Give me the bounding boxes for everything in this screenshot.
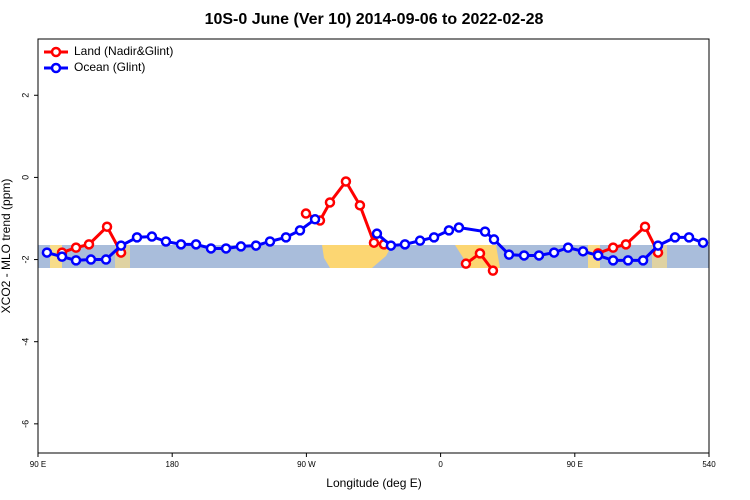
point: [41, 247, 53, 258]
point: [324, 197, 336, 208]
point: [577, 246, 589, 257]
point: [487, 265, 499, 276]
point: [639, 221, 651, 232]
x-tick-label: 90 E: [567, 460, 583, 469]
point: [294, 225, 306, 236]
point: [399, 239, 411, 250]
point: [250, 240, 262, 251]
point: [385, 240, 397, 251]
y-tick-label: -6: [20, 420, 30, 428]
point: [300, 208, 312, 219]
point: [562, 242, 574, 253]
point: [115, 240, 127, 251]
point: [190, 239, 202, 250]
point: [354, 200, 366, 211]
point: [100, 254, 112, 265]
y-tick-label: -4: [20, 338, 30, 346]
point: [683, 232, 695, 243]
point: [518, 250, 530, 261]
y-tick-label: -2: [20, 256, 30, 264]
y-tick-label: 2: [20, 93, 30, 98]
point: [160, 236, 172, 247]
point: [503, 249, 515, 260]
chart-title: 10S-0 June (Ver 10) 2014-09-06 to 2022-0…: [205, 11, 544, 28]
point: [548, 247, 560, 258]
point: [607, 242, 619, 253]
point: [175, 239, 187, 250]
x-tick-label: 540: [702, 460, 716, 469]
point: [479, 226, 491, 237]
x-tick-label: 90 E: [30, 460, 46, 469]
point: [85, 254, 97, 265]
point: [637, 255, 649, 266]
point: [669, 232, 681, 243]
x-tick-label: 0: [438, 460, 443, 469]
land-patch: [322, 245, 392, 268]
point: [443, 225, 455, 236]
point: [340, 176, 352, 187]
y-axis-label: XCO2 - MLO trend (ppm): [0, 179, 13, 314]
point: [697, 237, 709, 248]
legend-text: Ocean (Glint): [74, 60, 145, 74]
point: [592, 250, 604, 261]
x-axis-label: Longitude (deg E): [326, 476, 421, 490]
point: [620, 239, 632, 250]
point: [428, 232, 440, 243]
point: [622, 255, 634, 266]
point: [652, 240, 664, 251]
point: [264, 236, 276, 247]
point: [488, 234, 500, 245]
point: [220, 243, 232, 254]
point: [371, 228, 383, 239]
x-tick-label: 180: [166, 460, 180, 469]
point: [56, 251, 68, 262]
point: [83, 239, 95, 250]
point: [474, 248, 486, 259]
point: [70, 255, 82, 266]
point: [453, 222, 465, 233]
point: [368, 237, 380, 248]
point: [101, 221, 113, 232]
legend-text: Land (Nadir&Glint): [74, 44, 173, 58]
point: [414, 235, 426, 246]
legend-marker: [50, 62, 62, 74]
point: [131, 232, 143, 243]
point: [460, 258, 472, 269]
y-tick-label: 0: [20, 175, 30, 180]
point: [607, 255, 619, 266]
point: [146, 231, 158, 242]
point: [235, 241, 247, 252]
point: [533, 250, 545, 261]
x-tick-label: 90 W: [297, 460, 316, 469]
legend-marker: [50, 46, 62, 58]
point: [309, 214, 321, 225]
plot-frame: [37, 38, 710, 454]
point: [205, 243, 217, 254]
point: [70, 242, 82, 253]
point: [280, 232, 292, 243]
